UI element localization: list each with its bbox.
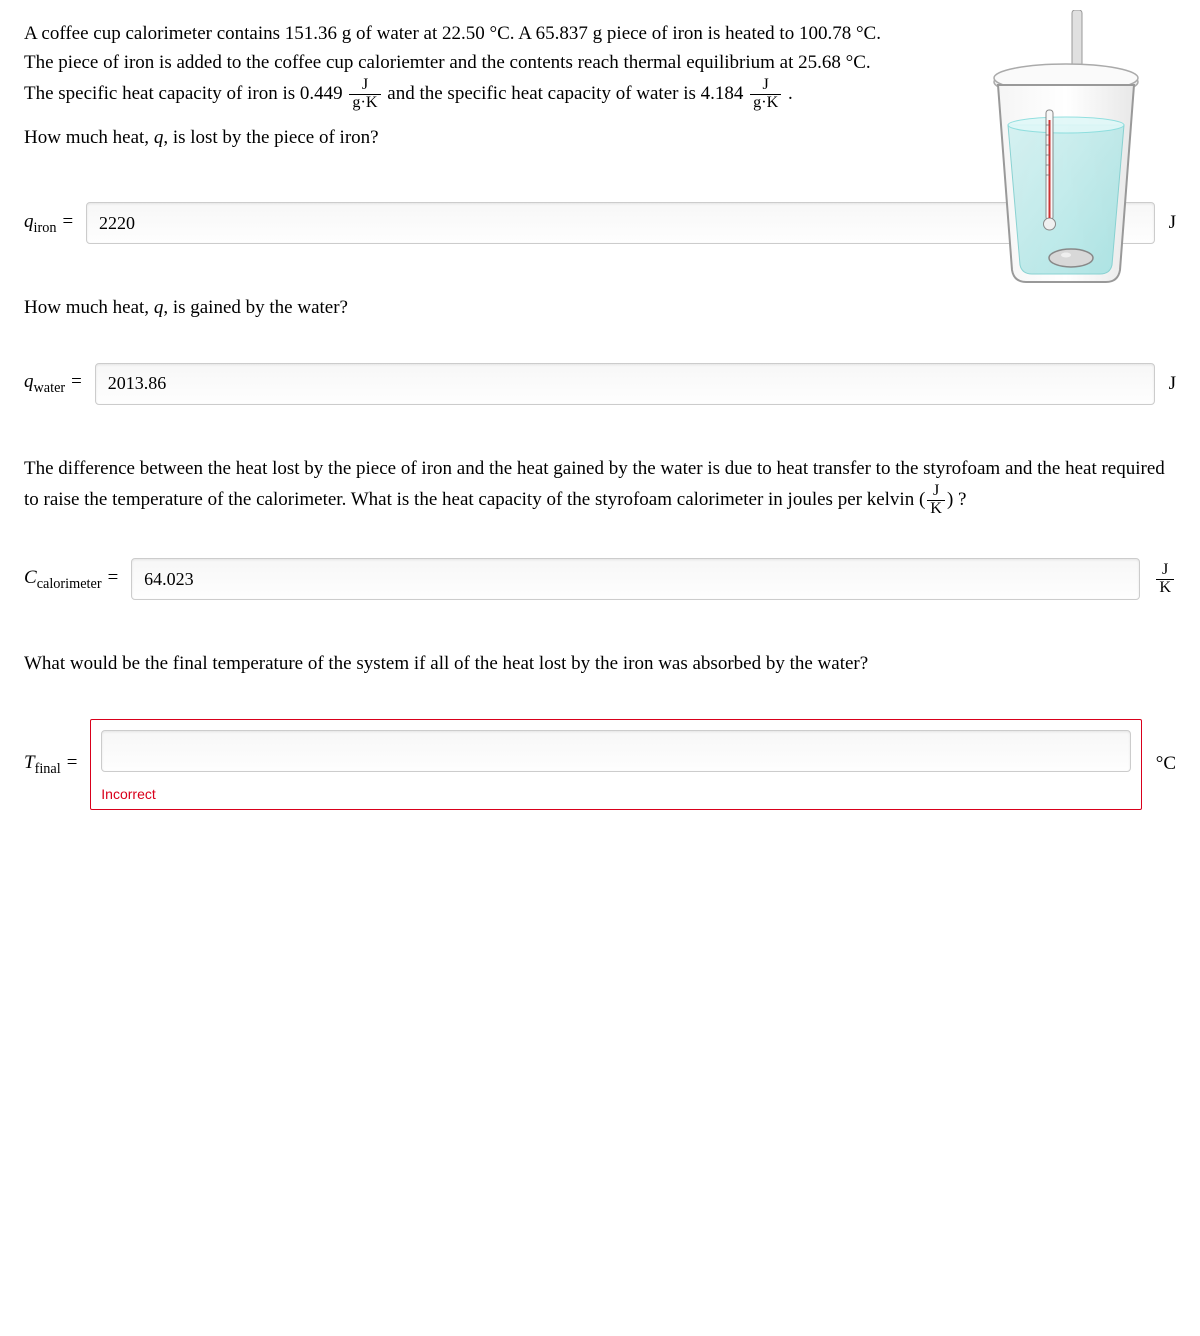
ccal-label: Ccalorimeter = — [24, 564, 119, 595]
question-4-text: What would be the final temperature of t… — [24, 650, 1176, 679]
calorimeter-illustration — [976, 10, 1156, 290]
fraction-water-heat: J g·K — [750, 77, 781, 112]
qwater-label: qwater = — [24, 368, 83, 399]
tfinal-label: Tfinal = — [24, 749, 78, 780]
qiron-unit: J — [1169, 209, 1176, 238]
answer-row-qwater: qwater = J — [24, 363, 1176, 405]
incorrect-feedback: Incorrect — [101, 784, 1130, 805]
answer-row-tfinal: Tfinal = Incorrect °C — [24, 719, 1176, 810]
ccal-input[interactable] — [131, 558, 1140, 600]
qiron-label: qiron = — [24, 208, 74, 239]
answer-row-ccal: Ccalorimeter = JK — [24, 558, 1176, 600]
qwater-unit: J — [1169, 370, 1176, 399]
intro-part-3: . — [788, 83, 793, 104]
fraction-J-K: JK — [927, 483, 945, 518]
question-3-text: The difference between the heat lost by … — [24, 455, 1176, 518]
question-2-text: How much heat, q, is gained by the water… — [24, 294, 1176, 323]
ccal-unit: JK — [1154, 562, 1176, 597]
tfinal-unit: °C — [1156, 750, 1176, 779]
tfinal-incorrect-box: Incorrect — [90, 719, 1141, 810]
problem-intro: A coffee cup calorimeter contains 151.36… — [24, 20, 904, 112]
intro-part-2: and the specific heat capacity of water … — [387, 83, 748, 104]
fraction-iron-heat: J g·K — [349, 77, 380, 112]
qwater-input[interactable] — [95, 363, 1155, 405]
tfinal-input[interactable] — [101, 730, 1130, 772]
question-1-block: A coffee cup calorimeter contains 151.36… — [24, 20, 1176, 152]
